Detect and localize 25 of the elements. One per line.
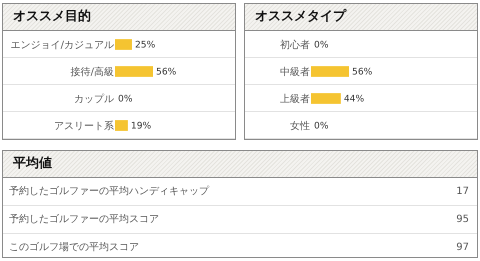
data-label: 56%: [156, 67, 177, 78]
category-label: 予約したゴルファーの平均ハンディキャップ: [9, 184, 209, 199]
data-label: 0%: [314, 40, 329, 50]
y-tick-label: 女性: [290, 120, 310, 132]
chart-title: オススメ目的: [3, 4, 235, 31]
data-label: 56%: [352, 67, 373, 78]
y-tick-label: 接待/高級: [70, 66, 114, 78]
data-label: 0%: [118, 94, 133, 104]
data-label: 97: [456, 241, 469, 255]
data-label: 44%: [344, 94, 364, 104]
y-tick-label: アスリート系: [54, 120, 114, 132]
category-label: 予約したゴルファーの平均スコア: [9, 213, 159, 227]
y-tick-label: 初心者: [280, 39, 310, 51]
y-tick-label: 中級者: [280, 66, 310, 78]
y-tick-label: エンジョイ/カジュアル: [10, 40, 114, 51]
data-label: 25%: [134, 40, 156, 50]
data-label: 0%: [314, 121, 329, 132]
category-label: このゴルフ場での平均スコア: [9, 241, 139, 255]
data-label: 95: [456, 213, 469, 227]
text: 平均値: [3, 151, 477, 178]
data-label: 17: [456, 185, 469, 199]
chart-title: オススメタイプ: [245, 4, 477, 31]
y-tick-label: 上級者: [280, 93, 310, 105]
y-tick-label: カップル: [74, 93, 114, 105]
data-label: 19%: [130, 121, 152, 132]
